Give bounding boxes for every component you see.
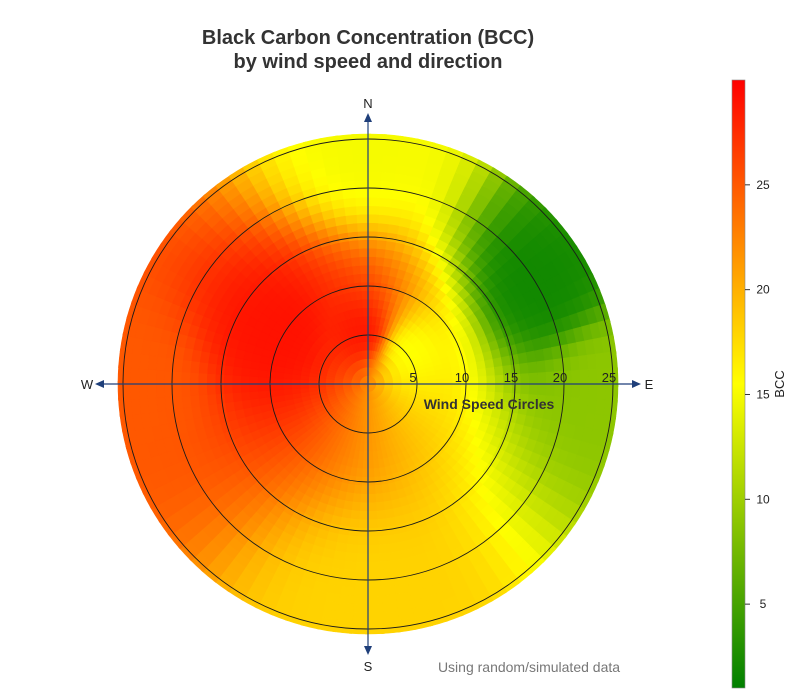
colorbar-tick-label: 15 <box>756 387 770 401</box>
speed-tick-label: 15 <box>504 370 518 385</box>
colorbar-tick-label: 10 <box>756 492 770 506</box>
compass-axes <box>95 113 641 655</box>
colorbar-tick-label: 20 <box>756 283 770 297</box>
south-arrow-icon <box>364 646 372 655</box>
north-arrow-icon <box>364 113 372 122</box>
compass-north-label: N <box>363 96 372 111</box>
colorbar: 5 10 15 20 25 BCC <box>731 79 787 689</box>
chart-title: Black Carbon Concentration (BCC) <box>202 27 534 49</box>
compass-south-label: S <box>364 659 373 674</box>
footnote: Using random/simulated data <box>438 659 620 675</box>
speed-tick-label: 25 <box>602 370 616 385</box>
speed-tick-label: 10 <box>455 370 469 385</box>
colorbar-gradient <box>731 79 746 689</box>
colorbar-ticks: 5 10 15 20 25 <box>745 178 770 611</box>
east-arrow-icon <box>632 380 641 388</box>
compass-east-label: E <box>645 377 654 392</box>
chart-subtitle: by wind speed and direction <box>234 51 503 73</box>
speed-tick-label: 5 <box>409 370 416 385</box>
colorbar-tick-label: 5 <box>760 597 767 611</box>
speed-tick-labels: 5 10 15 20 25 <box>409 370 616 385</box>
colorbar-title: BCC <box>772 370 787 397</box>
radial-axis-label: Wind Speed Circles <box>424 396 555 412</box>
speed-tick-label: 20 <box>553 370 567 385</box>
bcc-field <box>117 133 619 635</box>
colorbar-tick-label: 25 <box>756 178 770 192</box>
bcc-cell <box>351 133 371 139</box>
compass-west-label: W <box>81 377 94 392</box>
west-arrow-icon <box>95 380 104 388</box>
